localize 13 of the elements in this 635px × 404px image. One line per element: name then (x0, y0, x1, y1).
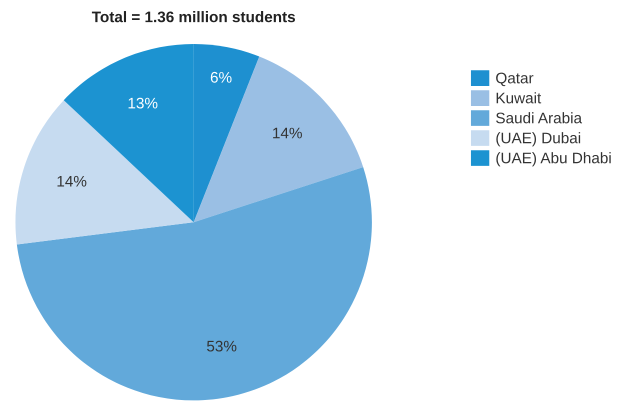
pie-slice (16, 167, 372, 400)
pie-slice (194, 56, 364, 222)
legend-label: (UAE) Abu Dhabi (496, 152, 611, 166)
data-label: 6% (210, 72, 232, 83)
legend-label: (UAE) Dubai (496, 132, 580, 146)
legend-label: Saudi Arabia (496, 112, 582, 124)
data-label: 14% (273, 128, 302, 138)
legend-label: Kuwait (496, 92, 542, 104)
data-label: 14% (58, 176, 86, 187)
data-label: 53% (206, 340, 236, 352)
legend-label: Qatar (496, 72, 534, 86)
data-label: 13% (128, 98, 158, 109)
chart-title: Total = 1.36 million students (92, 11, 295, 22)
